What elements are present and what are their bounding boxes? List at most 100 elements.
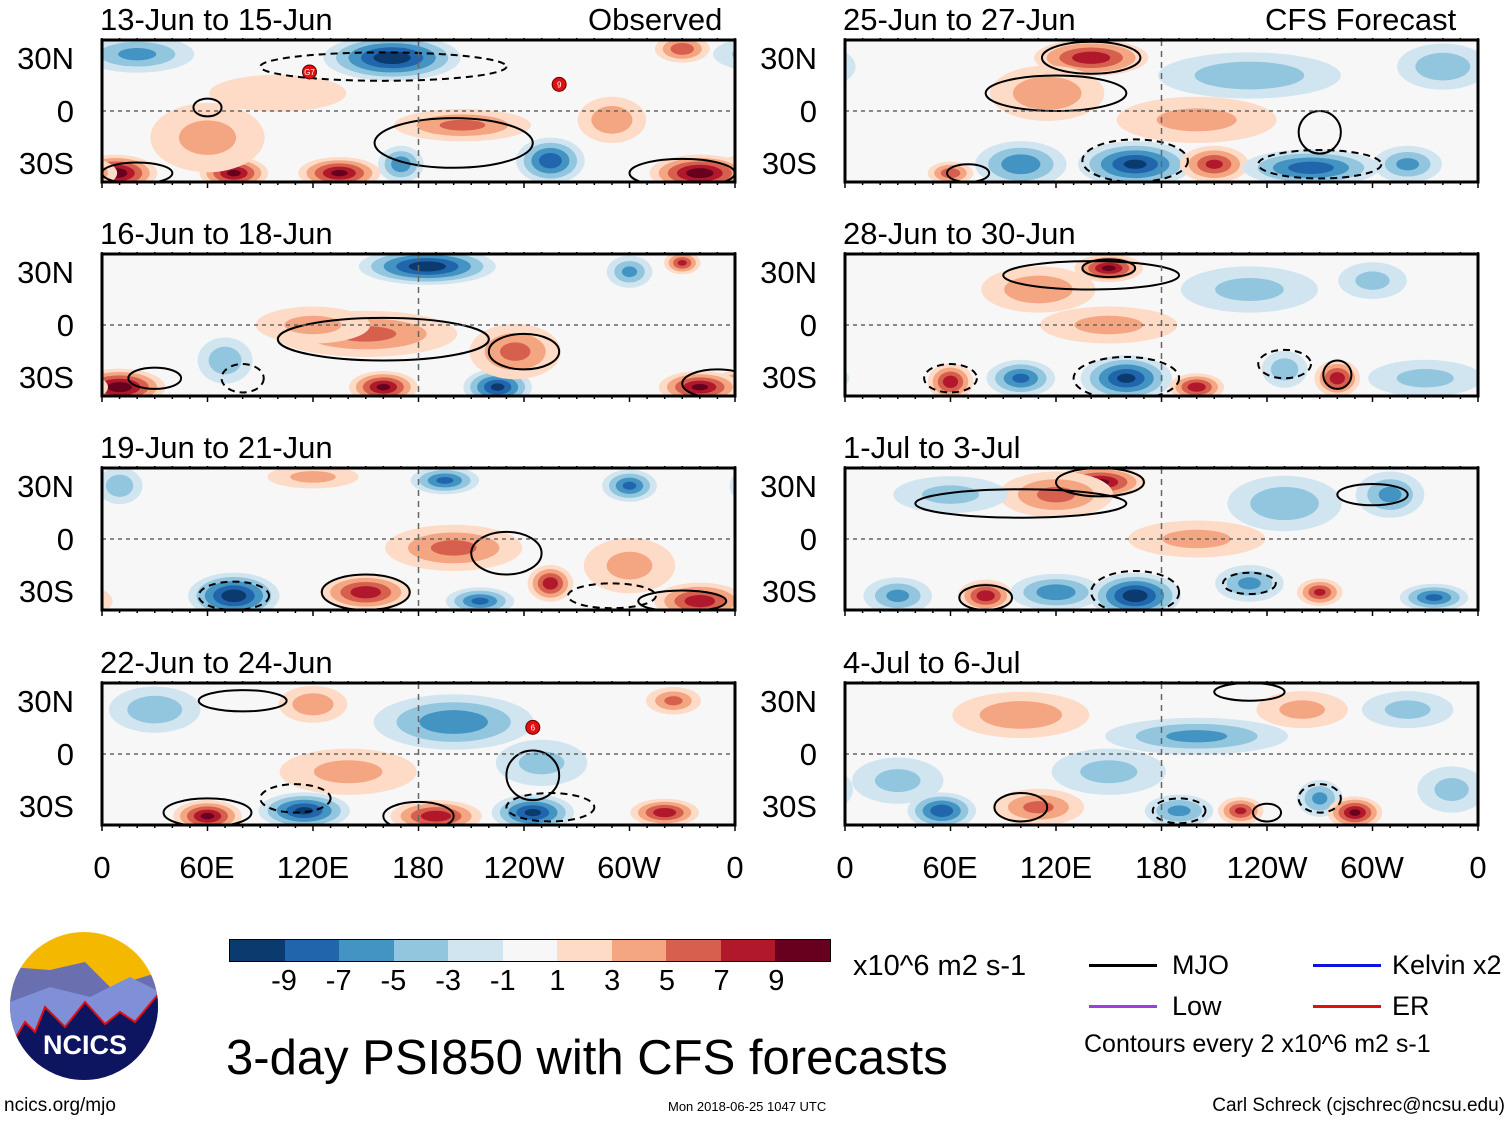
positive-anomaly xyxy=(1234,807,1247,815)
map-panel xyxy=(843,681,1480,831)
map-panel xyxy=(843,38,1480,188)
mjo-contour xyxy=(487,332,561,371)
colorbar-label: -7 xyxy=(325,965,352,997)
map-panel: 6 xyxy=(100,681,737,831)
lat-label: 0 xyxy=(799,736,817,772)
negative-anomaly xyxy=(886,589,910,602)
legend-kelvin: Kelvin x2 xyxy=(1392,950,1502,980)
positive-anomaly xyxy=(591,106,633,134)
negative-contour xyxy=(1072,355,1181,396)
positive-anomaly xyxy=(376,383,391,391)
lat-label: 30S xyxy=(18,574,74,609)
lat-label: 0 xyxy=(56,521,74,557)
negative-anomaly xyxy=(208,346,242,375)
colorbar-label: -5 xyxy=(380,965,407,997)
lat-label: 30N xyxy=(760,684,817,719)
colorbar-swatch xyxy=(720,940,775,961)
svg-text:G7: G7 xyxy=(304,68,315,77)
lat-label: 30S xyxy=(18,789,74,824)
negative-anomaly xyxy=(490,383,505,391)
colorbar-label: 9 xyxy=(768,965,785,997)
negative-anomaly xyxy=(921,485,980,504)
negative-anomaly xyxy=(930,804,954,817)
positive-anomaly xyxy=(1023,801,1054,814)
positive-anomaly xyxy=(664,696,683,706)
lat-label: 30S xyxy=(18,360,74,395)
mjo-contour xyxy=(162,797,253,825)
mjo-contour xyxy=(102,161,174,182)
negative-contour xyxy=(1222,571,1277,596)
negative-contour xyxy=(1297,783,1342,814)
colorbar-label: 5 xyxy=(658,965,675,997)
positive-anomaly xyxy=(430,540,477,556)
positive-anomaly xyxy=(227,169,241,177)
lat-label: 30N xyxy=(760,255,817,290)
lat-label: 30S xyxy=(761,789,817,824)
negative-anomaly xyxy=(1288,161,1334,174)
negative-anomaly xyxy=(713,40,735,69)
negative-anomaly xyxy=(1396,369,1454,388)
panel-title: 4-Jul to 6-Jul xyxy=(843,645,1021,680)
colorbar-label: -9 xyxy=(271,965,297,997)
colorbar-swatch xyxy=(502,940,557,961)
negative-anomaly xyxy=(1123,159,1147,169)
colorbar-swatch xyxy=(284,940,339,961)
negative-anomaly xyxy=(127,695,183,724)
negative-anomaly xyxy=(419,710,488,734)
lat-label: 30S xyxy=(761,360,817,395)
lat-label: 0 xyxy=(56,307,74,343)
mjo-contour xyxy=(945,163,991,182)
legend-mjo: MJO xyxy=(1172,950,1229,980)
lat-label: 0 xyxy=(799,521,817,557)
panel-title: 16-Jun to 18-Jun xyxy=(100,216,333,251)
positive-anomaly xyxy=(290,471,336,483)
footer-url[interactable]: ncics.org/mjo xyxy=(4,1095,116,1116)
positive-anomaly xyxy=(102,589,113,610)
mjo-contour xyxy=(628,157,735,182)
map-panel xyxy=(100,466,737,616)
map-panel xyxy=(843,466,1480,616)
negative-anomaly xyxy=(1122,589,1148,603)
positive-anomaly xyxy=(684,594,716,608)
positive-anomaly xyxy=(940,168,961,179)
lon-label: 120E xyxy=(276,850,350,885)
negative-anomaly xyxy=(1355,271,1390,290)
mjo-contour xyxy=(192,97,223,118)
lon-label: 0 xyxy=(93,850,111,885)
positive-anomaly xyxy=(1012,76,1082,110)
positive-anomaly xyxy=(691,383,709,391)
negative-contour xyxy=(1090,569,1181,610)
positive-anomaly xyxy=(209,74,347,112)
lat-label: 30N xyxy=(17,41,74,76)
negative-anomaly xyxy=(471,597,489,605)
map-panel: G7 9 xyxy=(100,38,737,188)
lat-label: 0 xyxy=(799,307,817,343)
lon-label: 0 xyxy=(1469,850,1487,885)
colorbar-swatch xyxy=(557,940,612,961)
colorbar-swatch xyxy=(775,940,830,961)
positive-anomaly xyxy=(313,760,383,784)
mjo-contour xyxy=(681,368,735,396)
lat-label: 30N xyxy=(17,684,74,719)
legend-er: ER xyxy=(1392,991,1430,1021)
legend-mjo-line xyxy=(1089,964,1157,967)
negative-anomaly xyxy=(538,153,562,169)
colorbar xyxy=(229,939,831,962)
negative-anomaly xyxy=(1434,777,1469,802)
negative-anomaly xyxy=(1415,52,1471,81)
mjo-contour xyxy=(1251,802,1283,823)
positive-anomaly xyxy=(350,586,381,599)
positive-anomaly xyxy=(1187,382,1206,392)
colorbar-label: 1 xyxy=(549,965,566,997)
negative-anomaly xyxy=(1237,577,1261,590)
mjo-contour xyxy=(1081,258,1137,279)
map-panel xyxy=(843,252,1480,402)
mjo-contour xyxy=(1336,482,1409,507)
negative-anomaly xyxy=(105,474,134,497)
negative-anomaly xyxy=(518,751,565,775)
lat-label: 30N xyxy=(17,469,74,504)
positive-anomaly xyxy=(200,812,215,820)
positive-anomaly xyxy=(542,577,558,590)
positive-anomaly xyxy=(686,168,714,179)
